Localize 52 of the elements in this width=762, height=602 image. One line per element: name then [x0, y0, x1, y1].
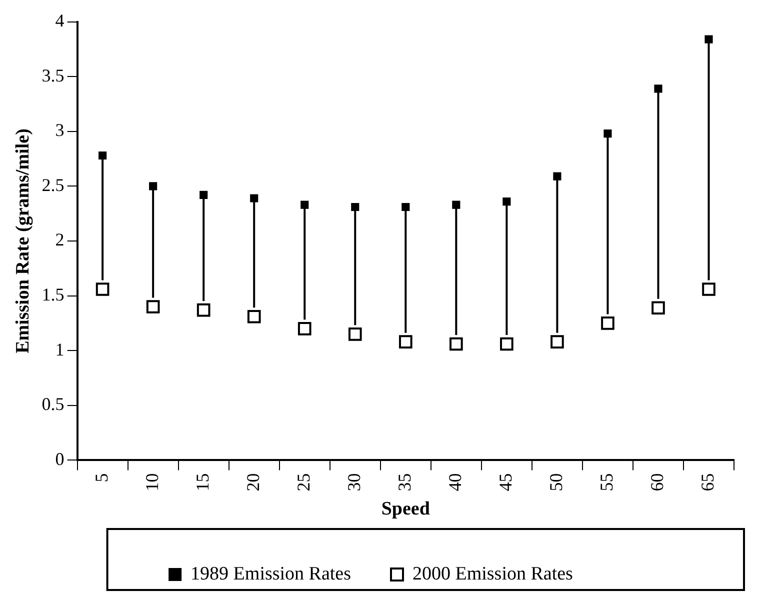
- x-tick-label: 40: [444, 473, 465, 492]
- point: [402, 202, 410, 212]
- x-tick-label: 50: [546, 473, 566, 492]
- y-tick-label: 1.5: [42, 284, 64, 305]
- x-tick-label: 65: [697, 473, 718, 492]
- x-tick-label: 60: [646, 473, 667, 492]
- y-tick-label: 4: [55, 10, 64, 31]
- x-tick-label: 35: [394, 473, 414, 492]
- point: [98, 151, 107, 160]
- point: [398, 335, 412, 348]
- x-tick-label: 10: [142, 473, 162, 492]
- x-tick-label: 45: [495, 473, 516, 492]
- point: [348, 328, 362, 341]
- x-tick-label: 20: [242, 473, 263, 492]
- x-tick-label: 5: [91, 473, 112, 482]
- y-tick-label: 3.5: [42, 65, 64, 86]
- x-tick-label: 15: [192, 473, 212, 492]
- x-tick-label: 30: [344, 473, 364, 492]
- point: [149, 182, 158, 190]
- point: [196, 303, 210, 317]
- legend-label: 1989 Emission Rates: [190, 563, 352, 584]
- point: [351, 202, 360, 212]
- legend-label: 2000 Emission Rates: [412, 563, 573, 584]
- point: [298, 322, 312, 336]
- point: [300, 200, 309, 209]
- y-tick-label: 1: [55, 339, 64, 360]
- point: [502, 198, 511, 206]
- point: [247, 310, 261, 324]
- point: [452, 200, 460, 209]
- point: [146, 300, 160, 314]
- y-tick-label: 2.5: [42, 174, 64, 195]
- x-tick-label: 25: [293, 473, 314, 492]
- point: [250, 194, 258, 202]
- x-tick-label: 55: [596, 473, 616, 492]
- y-tick-label: 0: [55, 448, 64, 469]
- y-tick-label: 0.5: [42, 394, 64, 414]
- point: [96, 282, 110, 296]
- y-axis-title: Emission Rate (grams/mile): [12, 128, 34, 354]
- point: [601, 316, 614, 330]
- point: [702, 282, 716, 296]
- point: [200, 190, 208, 200]
- point: [654, 84, 662, 93]
- y-tick-label: 2: [55, 230, 64, 250]
- point: [553, 172, 562, 180]
- point: [704, 35, 713, 44]
- point: [604, 130, 612, 138]
- point: [652, 301, 665, 315]
- x-axis-title: Speed: [381, 498, 430, 520]
- point: [500, 337, 514, 351]
- point: [550, 335, 564, 348]
- point: [450, 337, 463, 351]
- y-tick-label: 3: [55, 120, 64, 140]
